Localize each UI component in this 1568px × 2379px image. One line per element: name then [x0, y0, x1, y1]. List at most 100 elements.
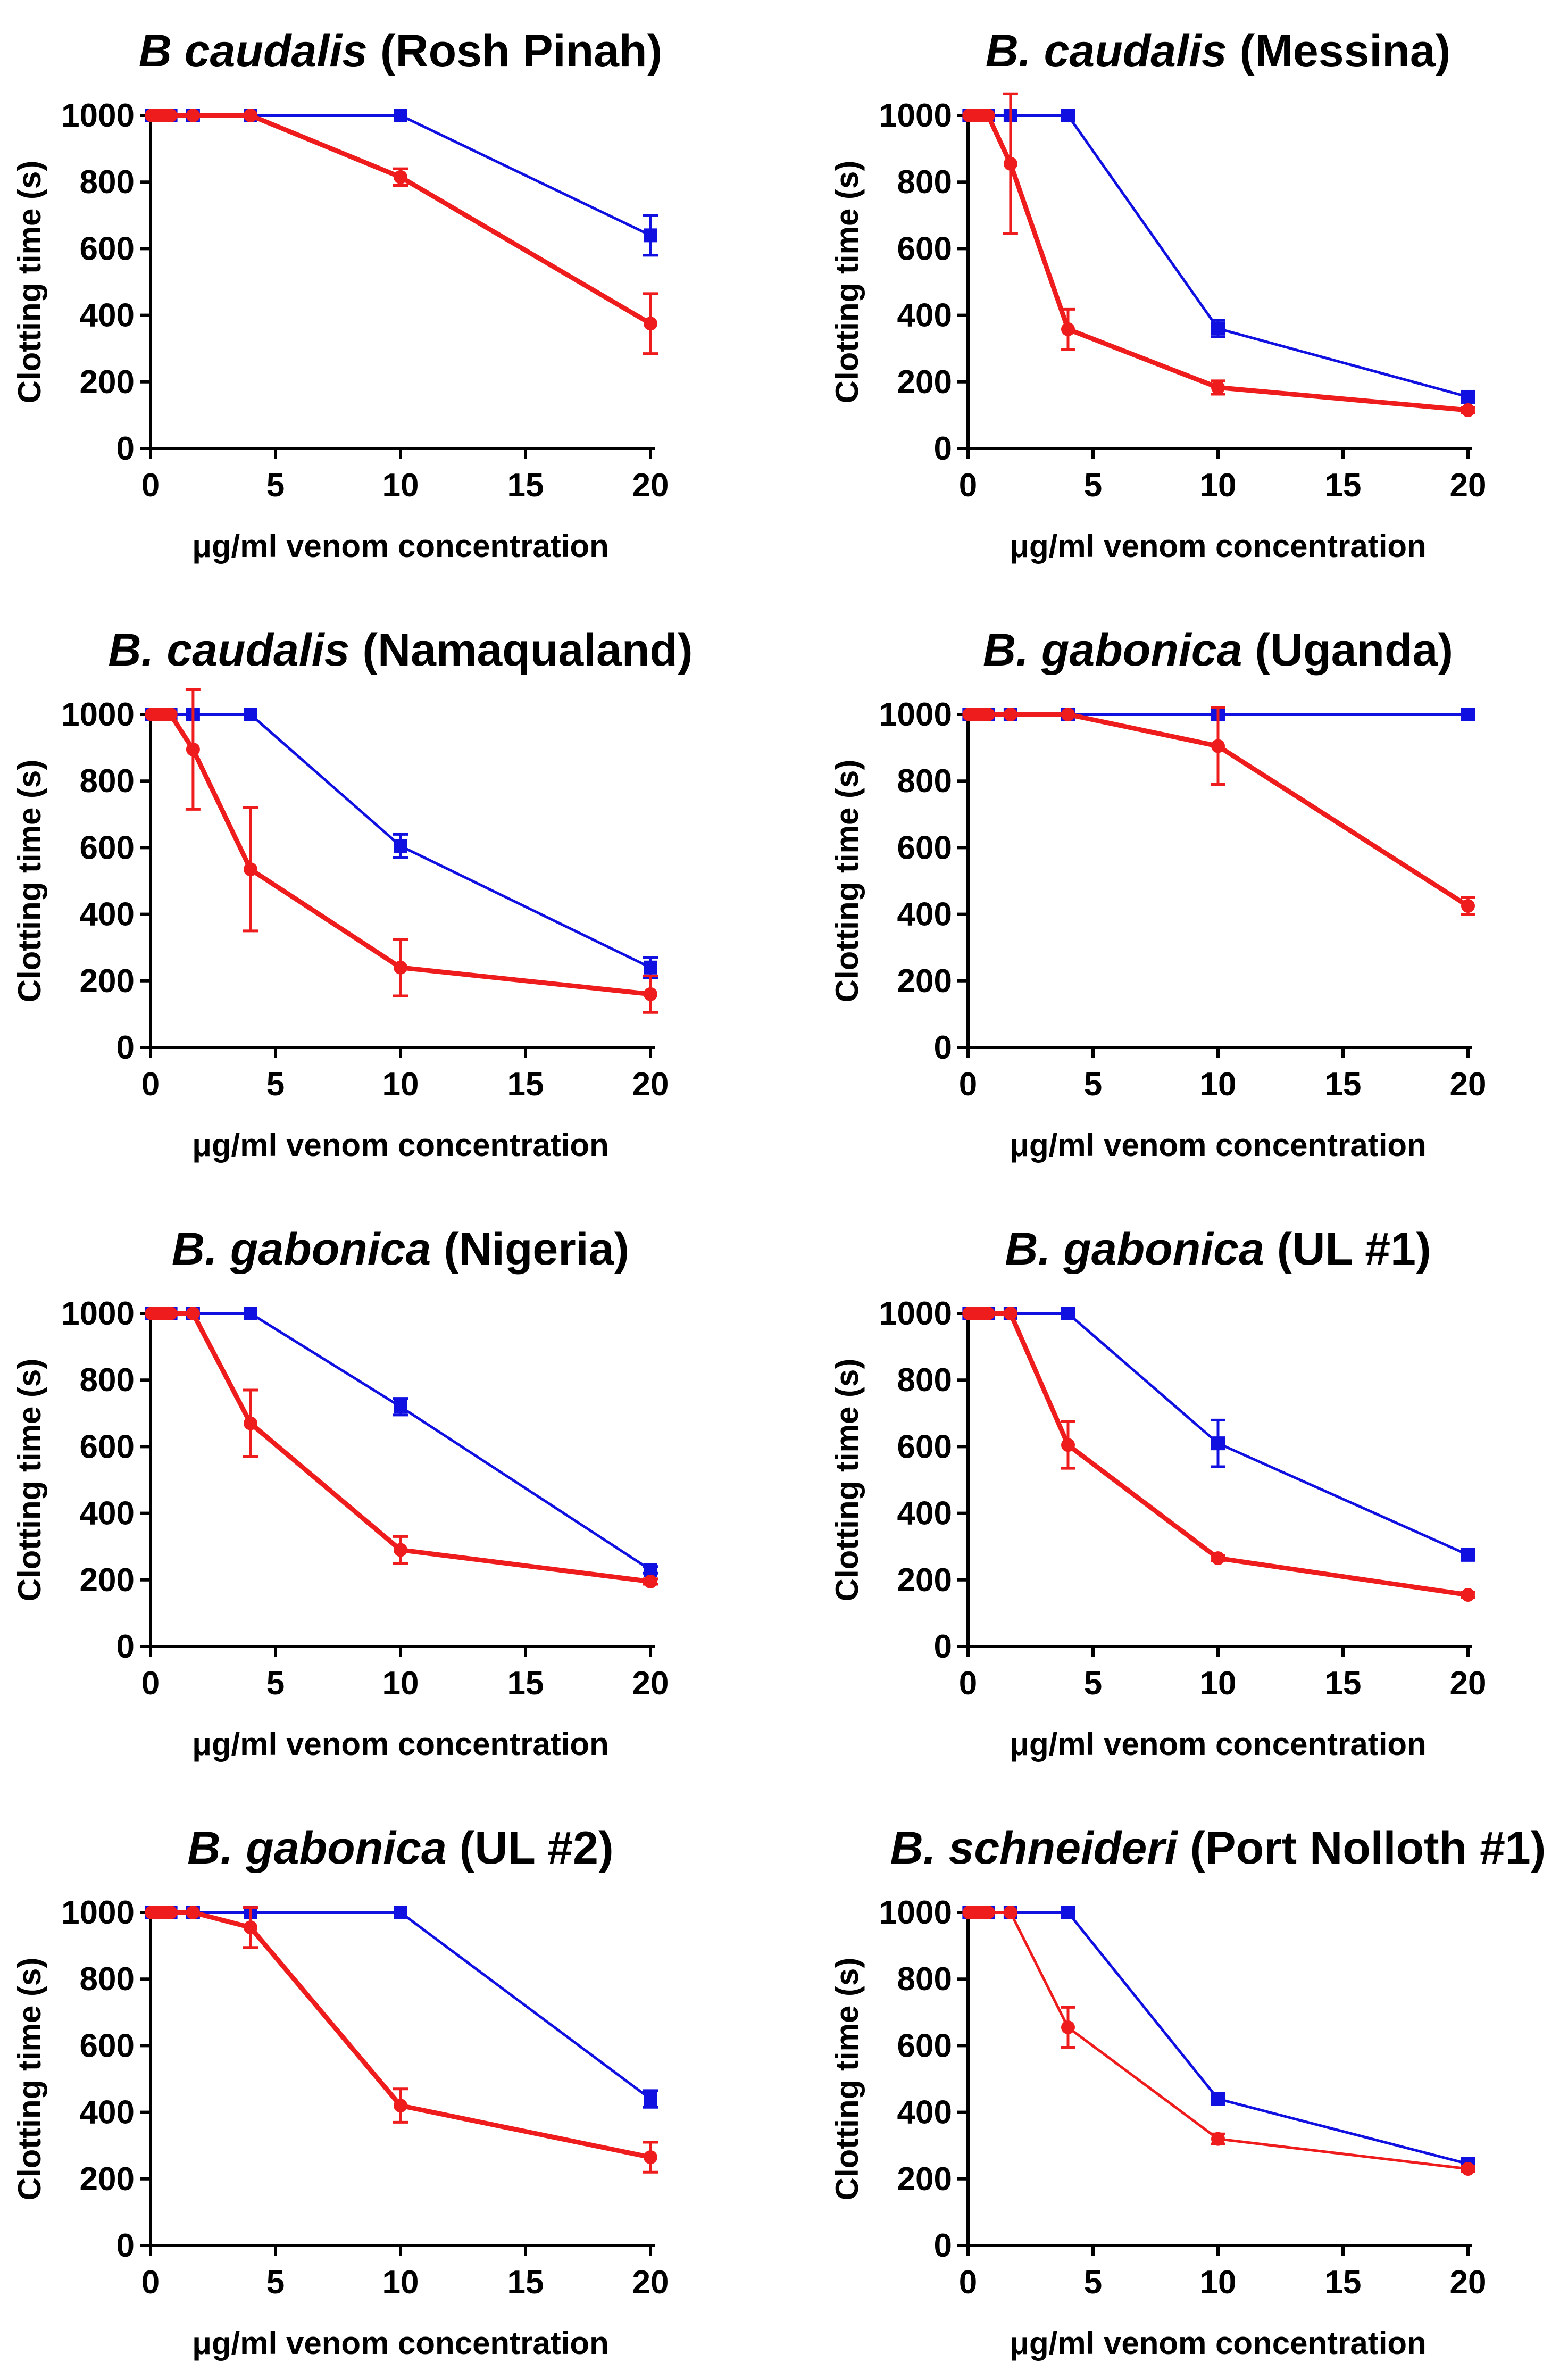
y-tick-label: 400	[897, 896, 952, 933]
panel-title: B. caudalis (Namaqualand)	[108, 625, 693, 676]
y-tick-label: 600	[80, 829, 135, 866]
series-blue	[145, 708, 658, 979]
y-tick-label: 1000	[61, 1295, 135, 1332]
series-line-blue	[150, 1911, 652, 2101]
title-species: B. gabonica	[187, 1823, 446, 1874]
y-tick-label: 200	[897, 963, 952, 1000]
title-species: B caudalis	[139, 26, 368, 77]
chart-panel-8: B. schneideri (Port Nolloth #1)020040060…	[829, 1823, 1546, 2361]
x-axis-label: μg/ml venom concentration	[192, 528, 609, 564]
y-tick-label: 1000	[61, 97, 135, 134]
y-tick-label: 800	[80, 763, 135, 800]
x-tick-label: 0	[959, 1066, 977, 1103]
data-point-red	[394, 960, 407, 975]
series-blue	[962, 1906, 1475, 2171]
x-tick-label: 5	[1084, 1665, 1102, 1702]
series-red	[962, 706, 1475, 916]
y-tick-label: 800	[80, 1362, 135, 1399]
panel-title: B. gabonica (UL #1)	[1005, 1224, 1431, 1275]
title-species: B. schneideri	[890, 1823, 1179, 1874]
y-tick-label: 600	[897, 829, 952, 866]
x-axis-label: μg/ml venom concentration	[192, 1127, 609, 1163]
data-point-blue	[244, 708, 257, 721]
chart-panel-6: B. gabonica (UL #1) 0 200 400 600 800 1000 0 5 10…	[829, 1224, 1486, 1762]
series-red	[145, 109, 658, 355]
panel-title: B. gabonica (UL #2)	[187, 1823, 613, 1874]
x-tick-label: 10	[1200, 467, 1237, 504]
title-species: B. gabonica	[1005, 1224, 1264, 1275]
y-tick-label: 200	[80, 2161, 135, 2198]
x-tick-label: 10	[1200, 1665, 1237, 1702]
y-tick-label: 1000	[61, 1894, 135, 1931]
x-tick-label: 20	[1450, 2264, 1487, 2301]
data-point-red	[394, 2099, 407, 2113]
data-point-red	[1003, 1307, 1017, 1320]
data-point-red	[1061, 1438, 1075, 1452]
x-tick-label: 15	[1325, 1066, 1362, 1103]
data-point-red	[981, 109, 995, 122]
data-point-blue	[1211, 321, 1225, 336]
data-point-blue	[1461, 389, 1475, 404]
y-tick-label: 200	[80, 963, 135, 1000]
series-red	[145, 1307, 658, 1588]
series-line-blue	[150, 1312, 652, 1571]
data-point-blue	[394, 1906, 407, 1919]
title-location: (Namaqualand)	[349, 625, 693, 676]
x-tick-label: 5	[1084, 1066, 1102, 1103]
x-tick-label: 15	[1325, 2264, 1362, 2301]
data-point-red	[186, 1307, 200, 1320]
series-blue	[145, 1906, 658, 2109]
x-tick-label: 15	[507, 2264, 544, 2301]
y-tick-label: 600	[80, 1428, 135, 1465]
panel-title: B caudalis (Rosh Pinah)	[139, 26, 662, 77]
series-blue	[962, 1307, 1475, 1562]
chart-panel-3: B. caudalis (Namaqualand) 0 200 400 600 800 10…	[12, 625, 693, 1163]
y-tick-label: 0	[934, 1628, 952, 1665]
data-point-red	[244, 109, 257, 122]
series-line-red	[966, 113, 1471, 413]
y-tick-label: 800	[80, 164, 135, 201]
y-tick-label: 1000	[879, 97, 952, 134]
series-red	[962, 1307, 1475, 1602]
data-point-blue	[644, 2092, 657, 2106]
x-tick-label: 0	[959, 1665, 977, 1702]
panel-title: B. gabonica (Uganda)	[983, 625, 1453, 676]
y-tick-label: 800	[80, 1961, 135, 1998]
y-tick-label: 0	[116, 1628, 135, 1665]
x-tick-label: 0	[141, 1066, 160, 1103]
data-point-blue	[244, 1307, 257, 1320]
x-tick-label: 0	[141, 1665, 160, 1702]
data-point-red	[163, 1906, 178, 1919]
data-point-red	[1003, 708, 1017, 721]
data-point-red	[186, 742, 200, 756]
data-point-red	[981, 708, 995, 721]
data-point-red	[1061, 322, 1075, 336]
title-species: B. caudalis	[986, 26, 1227, 77]
y-tick-label: 600	[80, 2027, 135, 2064]
y-tick-label: 600	[80, 230, 135, 267]
y-tick-label: 800	[897, 1961, 952, 1998]
x-tick-label: 20	[632, 1665, 669, 1702]
x-axis-label: μg/ml venom concentration	[1010, 528, 1427, 564]
data-point-blue	[1211, 1436, 1225, 1451]
x-tick-label: 20	[1450, 1066, 1487, 1103]
y-tick-label: 600	[897, 2027, 952, 2064]
y-tick-label: 200	[80, 1562, 135, 1599]
data-point-red	[1003, 156, 1017, 171]
x-tick-label: 0	[959, 467, 977, 504]
y-tick-label: 400	[80, 896, 135, 933]
y-tick-label: 800	[897, 1362, 952, 1399]
chart-panel-7: B. gabonica (UL #2) 0 200 400 600 800 1000 0 5 10…	[12, 1823, 669, 2361]
y-tick-label: 800	[897, 763, 952, 800]
x-tick-label: 0	[141, 2264, 160, 2301]
x-tick-label: 5	[1084, 2264, 1102, 2301]
data-point-blue	[394, 839, 407, 853]
x-tick-label: 20	[1450, 467, 1487, 504]
title-species: B. gabonica	[983, 625, 1242, 676]
x-tick-label: 10	[382, 1665, 419, 1702]
panel-title: B. caudalis (Messina)	[986, 26, 1451, 77]
x-tick-label: 10	[382, 1066, 419, 1103]
data-point-red	[244, 1920, 257, 1935]
data-point-blue	[394, 1400, 407, 1414]
